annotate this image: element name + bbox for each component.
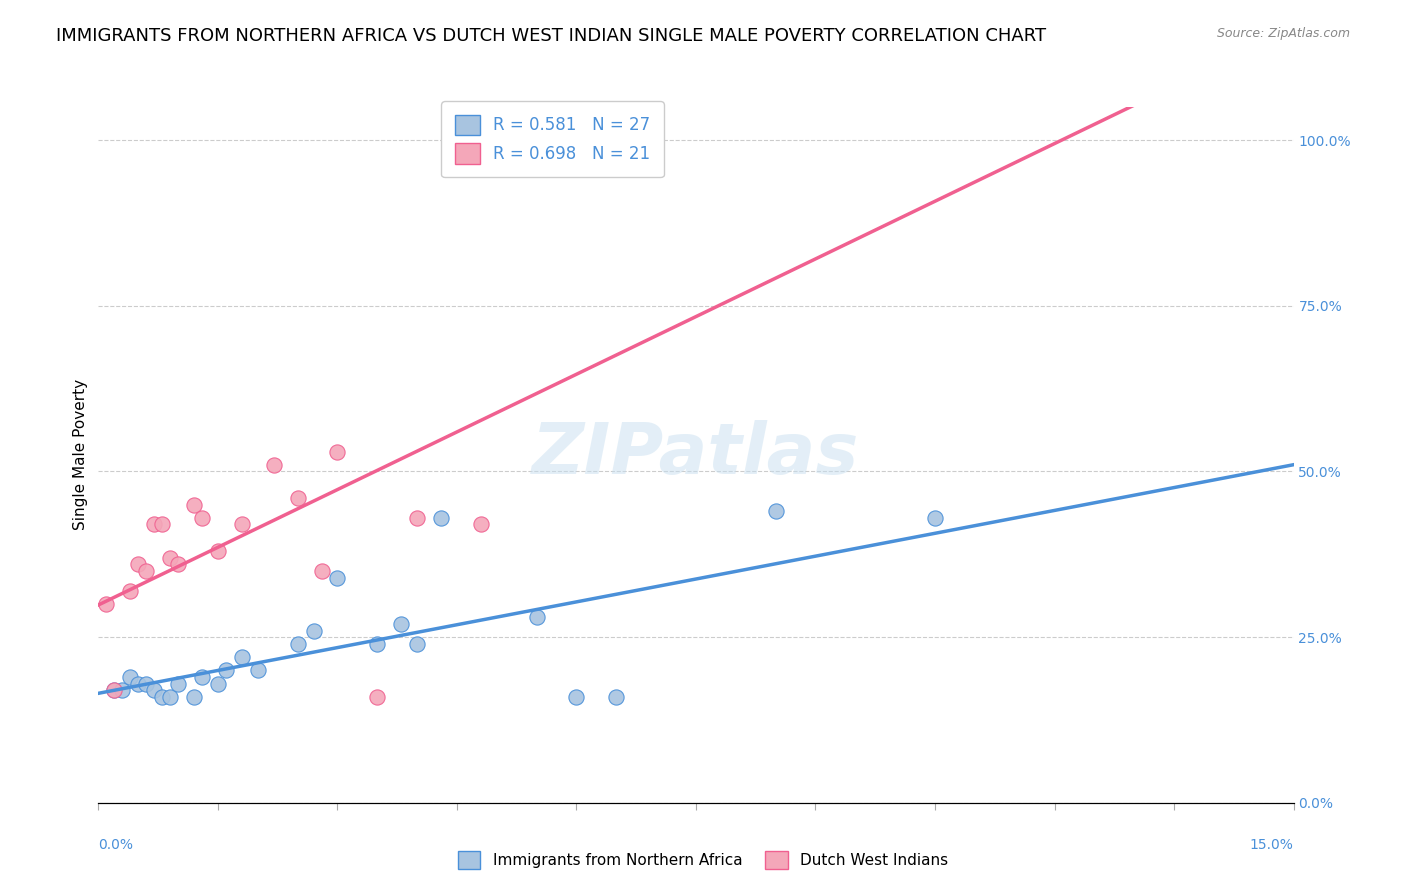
Point <box>263 458 285 472</box>
Point <box>103 683 125 698</box>
Point <box>120 670 142 684</box>
Point <box>191 511 214 525</box>
Point <box>120 583 142 598</box>
Point <box>111 683 134 698</box>
Point <box>526 610 548 624</box>
Legend: R = 0.581   N = 27, R = 0.698   N = 21: R = 0.581 N = 27, R = 0.698 N = 21 <box>441 102 664 178</box>
Text: 15.0%: 15.0% <box>1250 838 1294 852</box>
Point <box>246 663 269 677</box>
Text: IMMIGRANTS FROM NORTHERN AFRICA VS DUTCH WEST INDIAN SINGLE MALE POVERTY CORRELA: IMMIGRANTS FROM NORTHERN AFRICA VS DUTCH… <box>56 27 1046 45</box>
Point <box>366 637 388 651</box>
Y-axis label: Single Male Poverty: Single Male Poverty <box>73 379 89 531</box>
Point <box>231 517 253 532</box>
Point <box>605 690 627 704</box>
Point <box>96 597 118 611</box>
Point <box>127 676 149 690</box>
Point <box>326 570 349 584</box>
Point <box>924 511 946 525</box>
Point <box>143 517 166 532</box>
Text: 0.0%: 0.0% <box>98 838 134 852</box>
Point <box>231 650 253 665</box>
Point <box>135 676 157 690</box>
Point <box>127 558 149 572</box>
Point <box>135 564 157 578</box>
Point <box>389 616 412 631</box>
Point <box>191 670 214 684</box>
Point <box>470 517 492 532</box>
Point <box>143 683 166 698</box>
Point <box>326 444 349 458</box>
Point <box>287 491 309 505</box>
Point <box>215 663 238 677</box>
Point <box>150 690 173 704</box>
Point <box>150 517 173 532</box>
Point <box>167 558 190 572</box>
Point <box>207 544 229 558</box>
Point <box>159 690 181 704</box>
Point <box>565 153 588 167</box>
Point <box>159 550 181 565</box>
Legend: Immigrants from Northern Africa, Dutch West Indians: Immigrants from Northern Africa, Dutch W… <box>451 845 955 875</box>
Point <box>430 511 453 525</box>
Point <box>366 690 388 704</box>
Text: Source: ZipAtlas.com: Source: ZipAtlas.com <box>1216 27 1350 40</box>
Point <box>183 690 205 704</box>
Point <box>406 511 429 525</box>
Point <box>406 637 429 651</box>
Point <box>103 683 125 698</box>
Point <box>207 676 229 690</box>
Point <box>565 690 588 704</box>
Point <box>287 637 309 651</box>
Point <box>302 624 325 638</box>
Point <box>183 498 205 512</box>
Point <box>167 676 190 690</box>
Point <box>765 504 787 518</box>
Text: ZIPatlas: ZIPatlas <box>533 420 859 490</box>
Point <box>311 564 333 578</box>
